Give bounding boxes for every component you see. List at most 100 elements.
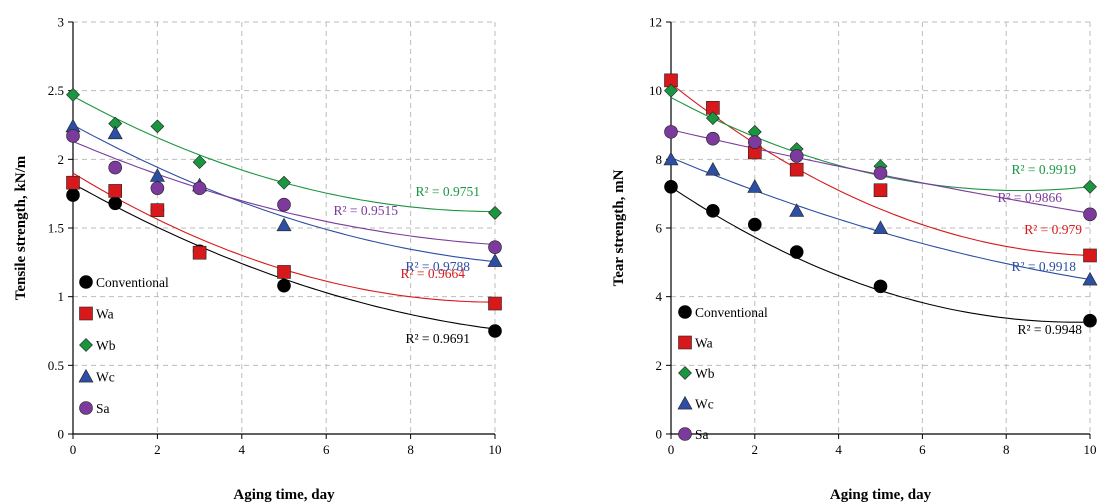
y-tick-label: 4 <box>656 289 663 304</box>
data-point-sa <box>789 149 804 163</box>
trendline-wa <box>670 83 1091 257</box>
data-point-sa <box>192 181 207 195</box>
data-point-sa <box>488 240 502 255</box>
r2-label-wa: R² = 0.9664 <box>400 266 465 281</box>
legend-label-wb: Wb <box>695 366 715 381</box>
y-tick-label: 8 <box>656 152 663 167</box>
data-point-conventional <box>66 188 80 202</box>
r2-label-wc: R² = 0.9788 <box>405 259 470 274</box>
x-tick-label: 0 <box>70 442 77 457</box>
data-point-wc <box>789 203 805 217</box>
data-point-sa <box>108 160 122 175</box>
x-tick-label: 8 <box>407 442 414 457</box>
data-point-wc <box>1082 271 1098 286</box>
trendline-wc <box>72 124 496 263</box>
data-point-wb <box>664 83 678 98</box>
data-point-sa <box>66 129 80 143</box>
data-point-wc <box>872 220 889 234</box>
data-point-conventional <box>873 279 888 294</box>
data-point-conventional <box>488 324 502 338</box>
x-tick-label: 0 <box>668 442 675 457</box>
data-point-wc <box>705 162 721 176</box>
r2-label-sa: R² = 0.9515 <box>333 203 398 218</box>
r2-label-wa: R² = 0.979 <box>1024 222 1082 237</box>
data-point-wb <box>488 205 502 220</box>
data-point-wc <box>276 217 292 232</box>
data-point-sa <box>706 131 720 146</box>
legend-label-wa: Wa <box>695 336 713 351</box>
y-axis-label: Tear strength, mN <box>611 169 627 286</box>
data-point-wb <box>192 155 207 170</box>
data-point-wa <box>277 265 291 279</box>
y-tick-label: 2 <box>656 358 663 373</box>
data-point-conventional <box>789 245 804 259</box>
data-point-wa <box>789 162 804 177</box>
chart-panel-2: 0 2 4 6 8 10 12 0 2 4 6 8 10 Aging time, day Tear stre… <box>611 15 1098 503</box>
y-tick-label: 1 <box>58 289 65 304</box>
y-tick-label: 0 <box>656 427 663 442</box>
y-tick-label: 10 <box>649 83 662 98</box>
legend-marker-wc <box>677 395 693 410</box>
data-point-wa <box>66 175 80 190</box>
data-point-wc <box>663 151 679 166</box>
y-tick-label: 2.5 <box>48 83 64 98</box>
x-tick-label: 4 <box>835 442 842 457</box>
data-point-wb <box>1083 179 1097 194</box>
y-tick-label: 0 <box>58 427 65 442</box>
data-point-wb <box>277 175 291 190</box>
data-point-wa <box>108 184 122 198</box>
data-point-wa <box>1083 248 1097 263</box>
data-point-wb <box>705 111 720 126</box>
legend-marker-wb <box>79 338 93 352</box>
legend-marker-wa <box>79 306 93 321</box>
x-axis-label: Aging time, day <box>233 487 335 503</box>
legend-label-sa: Sa <box>96 401 110 416</box>
data-point-wa <box>488 296 502 311</box>
legend-marker-wa <box>678 335 692 350</box>
legend-label-wb: Wb <box>96 338 116 353</box>
data-point-conventional <box>747 217 762 232</box>
y-axis-label: Tensile strength, kN/m <box>13 155 29 300</box>
data-point-sa <box>277 197 291 212</box>
data-point-conventional <box>108 196 122 211</box>
legend-marker-wb <box>678 366 692 380</box>
legend-marker-sa <box>678 427 692 441</box>
legend-marker-conventional <box>678 305 692 319</box>
data-point-wa <box>150 203 165 217</box>
legend-label-conventional: Conventional <box>695 305 768 320</box>
x-tick-label: 6 <box>919 442 926 457</box>
data-point-wb <box>150 119 165 134</box>
data-point-sa <box>1083 207 1097 222</box>
y-tick-label: 0.5 <box>48 358 64 373</box>
x-tick-label: 2 <box>752 442 759 457</box>
legend-label-conventional: Conventional <box>96 275 169 290</box>
r2-label-conventional: R² = 0.9691 <box>405 331 470 346</box>
r2-label-wc: R² = 0.9918 <box>1011 259 1076 274</box>
data-point-conventional <box>277 278 291 293</box>
legend-label-wc: Wc <box>96 370 115 385</box>
data-point-sa <box>150 181 165 195</box>
trendline-sa <box>72 140 496 246</box>
legend-label-wc: Wc <box>695 397 714 412</box>
r2-label-sa: R² = 0.9866 <box>997 190 1062 205</box>
x-tick-label: 6 <box>323 442 330 457</box>
y-tick-label: 1.5 <box>48 221 64 236</box>
legend-label-wa: Wa <box>96 307 114 322</box>
data-point-wb <box>66 87 80 102</box>
trendline-conventional <box>670 186 1091 323</box>
legend: Conventional Wa Wb Wc Sa <box>78 275 169 416</box>
legend-marker-conventional <box>79 275 93 289</box>
data-point-sa <box>873 166 888 180</box>
r2-label-wb: R² = 0.9751 <box>415 184 480 199</box>
data-point-wa <box>192 245 207 260</box>
r2-label-conventional: R² = 0.9948 <box>1017 322 1082 337</box>
data-point-wa <box>873 183 888 198</box>
x-tick-label: 4 <box>239 442 246 457</box>
data-point-conventional <box>664 180 678 194</box>
y-tick-label: 12 <box>649 15 662 30</box>
data-point-conventional <box>706 204 720 218</box>
x-tick-label: 10 <box>489 442 502 457</box>
data-point-sa <box>664 125 678 139</box>
data-point-conventional <box>1083 313 1097 328</box>
